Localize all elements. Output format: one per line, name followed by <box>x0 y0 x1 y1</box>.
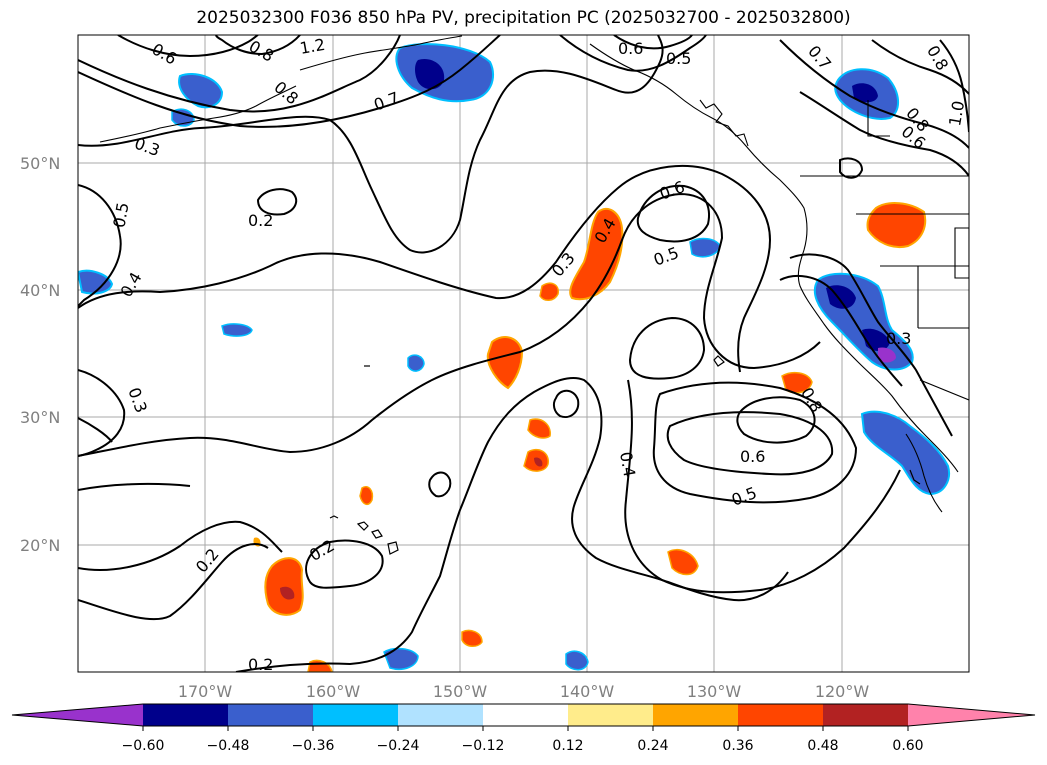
lon-label: 120°W <box>815 682 870 701</box>
colorbar-tick-label: 0.48 <box>807 738 838 754</box>
colorbar-ticks <box>142 726 909 731</box>
contour-label: 0.5 <box>666 49 691 68</box>
contour-label: 0.4 <box>616 450 639 478</box>
colorbar-tick-label: −0.12 <box>462 738 505 754</box>
colorbar-tick-label: 0.60 <box>892 738 923 754</box>
colorbar: −0.60 −0.48 −0.36 −0.24 −0.12 0.12 0.24 … <box>11 703 1036 754</box>
lon-label: 150°W <box>433 682 488 701</box>
latitude-labels: 50°N 40°N 30°N 20°N <box>20 154 60 555</box>
colorbar-segment <box>398 704 483 726</box>
contour-label: 1.0 <box>945 99 968 127</box>
gridlines <box>78 35 969 672</box>
lat-label: 50°N <box>20 154 60 173</box>
lon-label: 130°W <box>687 682 742 701</box>
colorbar-tick-label: −0.48 <box>207 738 250 754</box>
colorbar-segment <box>823 704 908 726</box>
map-frame <box>77 34 970 673</box>
colorbar-tick-label: −0.60 <box>122 738 165 754</box>
contour-label: 1.2 <box>298 35 326 58</box>
colorbar-right-extension <box>908 704 1035 726</box>
colorbar-tick-label: 0.36 <box>722 738 753 754</box>
contour-label: 0.2 <box>248 211 273 230</box>
map-background <box>78 35 969 672</box>
contour-label: 0.5 <box>109 201 132 229</box>
contour-label: 0.3 <box>886 329 911 348</box>
contour-label: 0.6 <box>618 39 643 58</box>
contour-label: 0.2 <box>248 655 273 674</box>
islands <box>329 355 921 555</box>
colorbar-left-extension <box>12 704 143 726</box>
longitude-labels: 170°W 160°W 150°W 140°W 130°W 120°W <box>178 682 870 701</box>
colorbar-segment <box>313 704 398 726</box>
contour-label: 0.6 <box>740 447 765 466</box>
lon-label: 170°W <box>178 682 233 701</box>
colorbar-tick-label: −0.36 <box>292 738 335 754</box>
lon-label: 160°W <box>306 682 361 701</box>
colorbar-tick-label: 0.24 <box>637 738 668 754</box>
coastlines <box>99 35 969 513</box>
colorbar-segment <box>228 704 313 726</box>
lat-label: 30°N <box>20 408 60 427</box>
colorbar-segment <box>143 704 228 726</box>
colorbar-tick-label: 0.12 <box>552 738 583 754</box>
colorbar-segment <box>568 704 653 726</box>
colorbar-tick-label: −0.24 <box>377 738 420 754</box>
colorbar-segment <box>653 704 738 726</box>
pv-contours <box>78 35 969 672</box>
lon-label: 140°W <box>560 682 615 701</box>
lat-label: 20°N <box>20 536 60 555</box>
colorbar-segment <box>738 704 823 726</box>
map-title: 2025032300 F036 850 hPa PV, precipitatio… <box>196 8 851 28</box>
lat-label: 40°N <box>20 281 60 300</box>
colorbar-segment <box>483 704 568 726</box>
